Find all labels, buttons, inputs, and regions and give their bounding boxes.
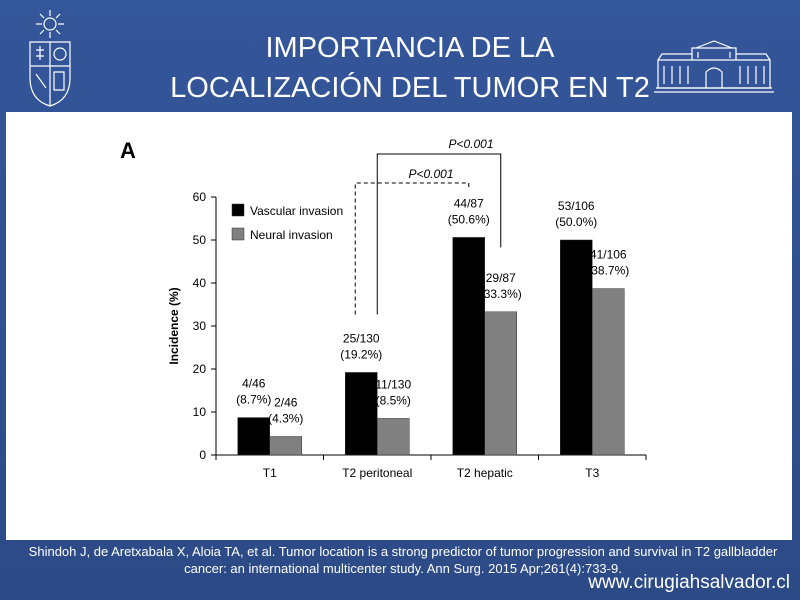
- data-label: 53/106 (50.0%): [555, 199, 597, 229]
- bar-neural-invasion: [592, 288, 625, 456]
- data-label: 11/130 (8.5%): [375, 377, 411, 407]
- y-tick-label: 60: [193, 190, 207, 204]
- university-crest-logo: [29, 10, 71, 107]
- bar-neural-invasion: [377, 418, 410, 456]
- data-label: 25/130 (19.2%): [340, 331, 382, 361]
- p-value-label: P<0.001: [448, 137, 493, 151]
- data-label: 4/46 (8.7%): [236, 377, 271, 407]
- y-tick-label: 40: [193, 276, 207, 290]
- legend-label: Neural invasion: [250, 228, 333, 242]
- y-tick-label: 50: [193, 233, 207, 247]
- legend-label: Vascular invasion: [250, 204, 343, 218]
- x-tick-label: T2 peritoneal: [342, 466, 412, 480]
- chart-panel: A 0 10 20 30 40 50 60 Incidence (%) T1 4/46 (8.7%)…: [6, 112, 792, 540]
- bar-vascular-invasion: [452, 237, 485, 456]
- y-tick-label: 0: [199, 448, 206, 462]
- y-tick-label: 10: [193, 405, 207, 419]
- title-line-2: LOCALIZACIÓN DEL TUMOR EN T2: [170, 72, 650, 104]
- bar-chart: A 0 10 20 30 40 50 60 Incidence (%) T1 4/46 (8.7%)…: [120, 137, 647, 480]
- bar-vascular-invasion: [237, 417, 270, 456]
- legend-swatch: [231, 203, 245, 217]
- data-label: 41/106 (38.7%): [587, 248, 629, 278]
- significance-bracket-vascular: [354, 182, 470, 315]
- title-line-1: IMPORTANCIA DE LA: [265, 32, 555, 64]
- y-axis-label: Incidence (%): [167, 287, 181, 364]
- legend-swatch: [231, 227, 245, 241]
- p-value-label: P<0.001: [408, 167, 453, 181]
- bar-vascular-invasion: [560, 239, 593, 456]
- hospital-building-logo: [654, 40, 774, 93]
- citation-text: Shindoh J, de Aretxabala X, Aloia TA, et…: [28, 544, 778, 576]
- bar-neural-invasion: [269, 436, 302, 456]
- x-tick-label: T1: [263, 466, 277, 480]
- y-tick-label: 20: [193, 362, 207, 376]
- bar-neural-invasion: [484, 311, 517, 456]
- x-tick-label: T3: [585, 466, 599, 480]
- website-url: www.cirugiahsalvador.cl: [588, 572, 790, 593]
- panel-label: A: [120, 138, 136, 163]
- bar-vascular-invasion: [345, 372, 378, 456]
- data-label: 29/87 (33.3%): [480, 271, 522, 301]
- significance-bracket-neural: [376, 153, 502, 315]
- slide-title: IMPORTANCIA DE LA LOCALIZACIÓN DEL TUMOR…: [120, 28, 700, 108]
- y-tick-label: 30: [193, 319, 207, 333]
- x-tick-label: T2 hepatic: [457, 466, 513, 480]
- data-label: 44/87 (50.6%): [448, 196, 490, 226]
- data-label: 2/46 (4.3%): [268, 396, 303, 426]
